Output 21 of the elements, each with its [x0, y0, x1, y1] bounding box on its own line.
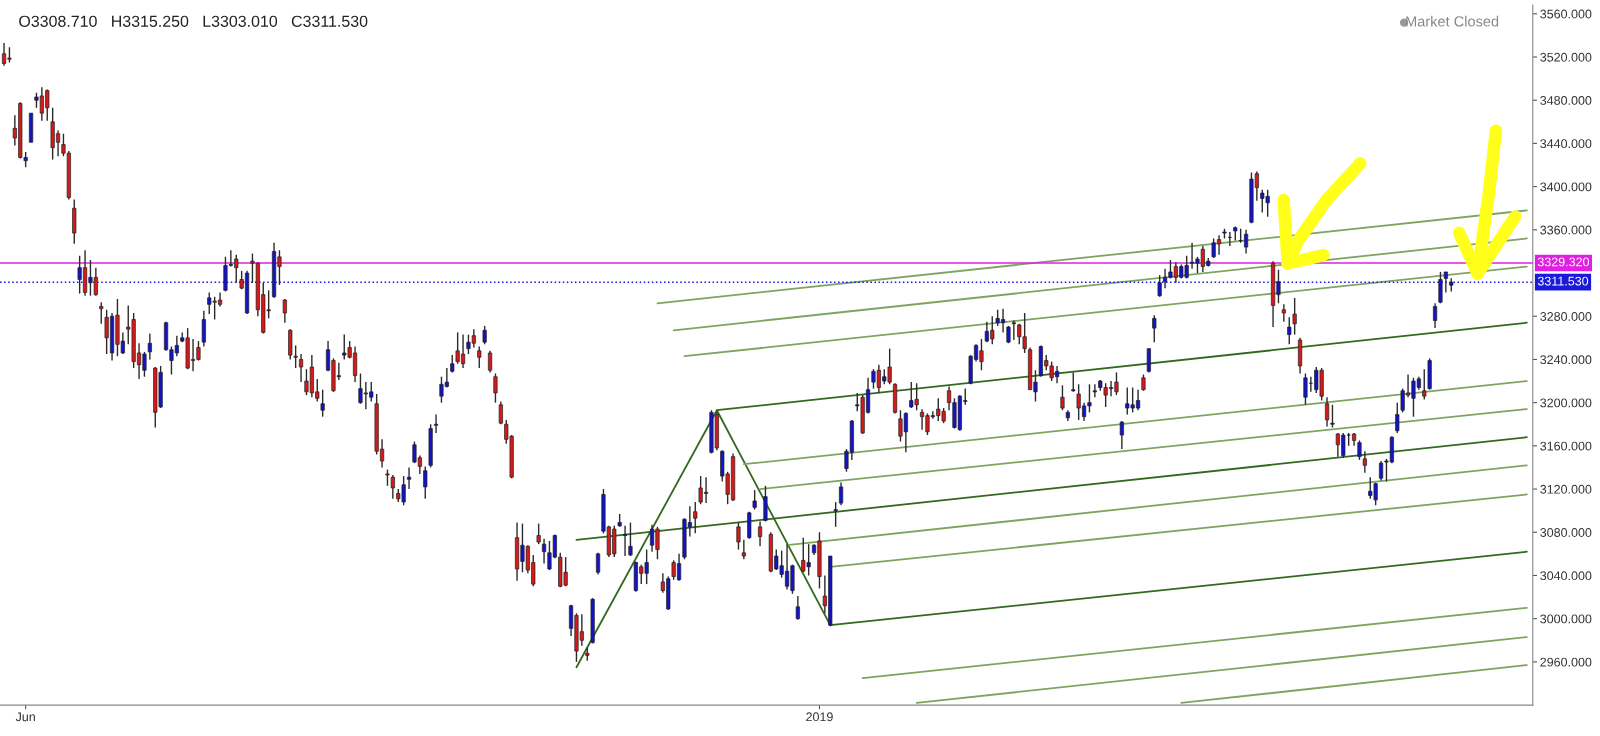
y-tick-label: 2960.000	[1540, 657, 1592, 667]
y-tick-label: 3080.000	[1540, 528, 1592, 537]
x-tick-label: 2019	[806, 712, 833, 722]
y-tick-label: 3360.000	[1540, 225, 1592, 235]
y-tick-label: 3520.000	[1540, 52, 1592, 62]
y-tick-label: 3120.000	[1540, 484, 1592, 494]
y-tick-label: 3400.000	[1540, 182, 1592, 192]
ref-line-label: 3311.530	[1537, 276, 1589, 286]
y-tick-label: 3200.000	[1540, 398, 1592, 408]
y-tick-label: 3560.000	[1540, 9, 1592, 19]
annotation: Market Closed	[1406, 15, 1499, 27]
ref-line-label: 3329.320	[1537, 257, 1590, 267]
y-tick-label: 3240.000	[1540, 355, 1592, 365]
y-tick-label: 3160.000	[1540, 441, 1592, 451]
annotation: O3308.710 H3315.250 L3303.010 C3311.530	[19, 15, 368, 27]
y-tick-label: 3440.000	[1540, 139, 1592, 149]
y-tick-label: 3480.000	[1540, 96, 1592, 105]
x-tick-label: Jun	[15, 712, 35, 722]
y-tick-label: 3000.000	[1540, 614, 1592, 624]
y-tick-label: 3040.000	[1540, 571, 1592, 581]
y-tick-label: 3280.000	[1540, 312, 1592, 321]
